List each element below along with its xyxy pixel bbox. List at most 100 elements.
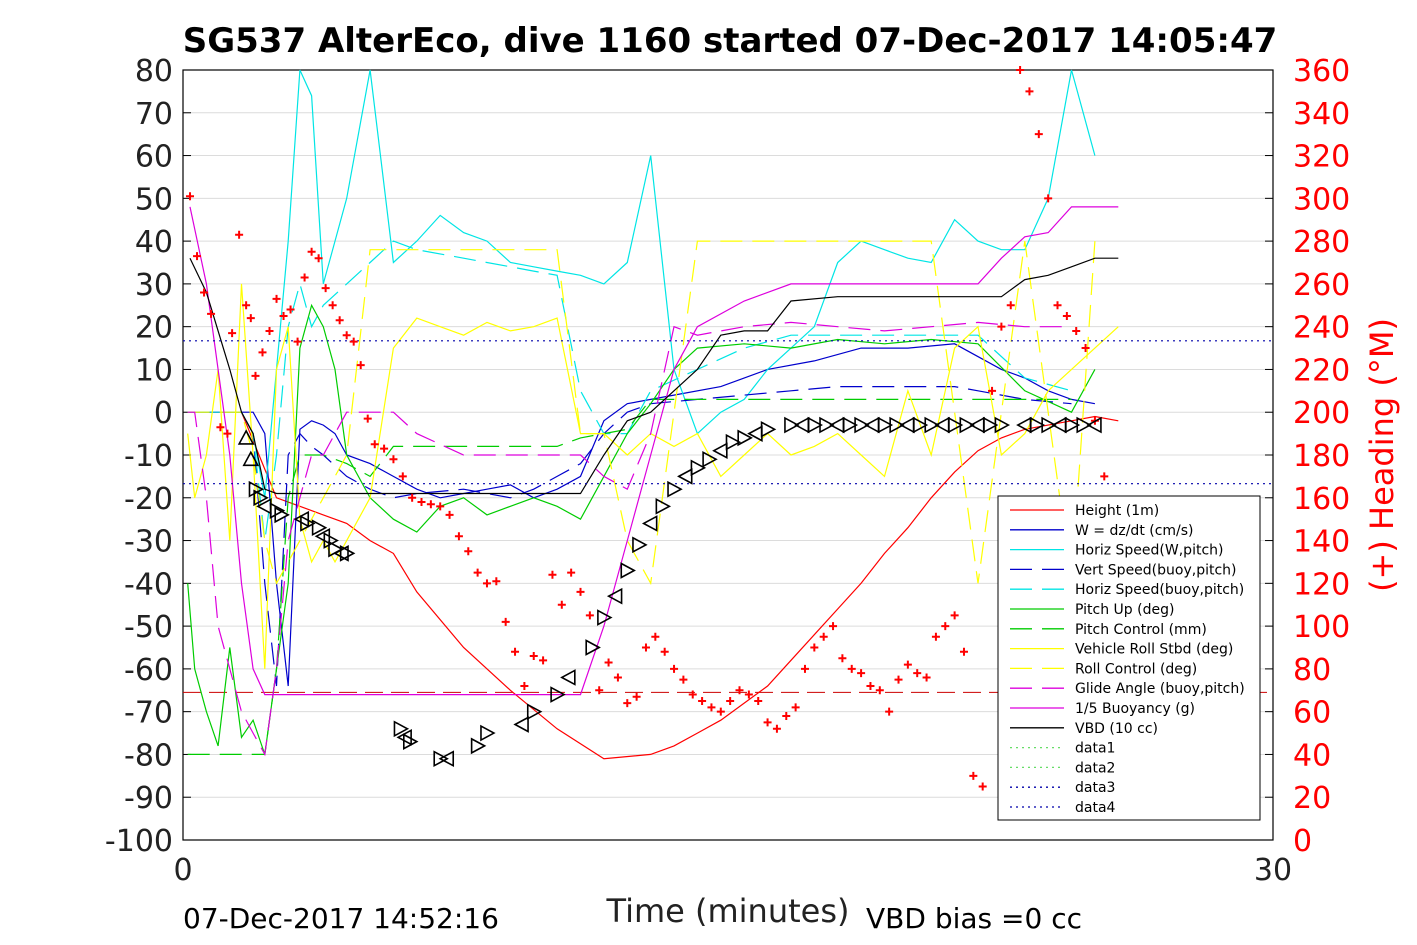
legend-label: data1 xyxy=(1075,741,1115,757)
legend-label: W = dz/dt (cm/s) xyxy=(1075,523,1194,539)
legend-label: data2 xyxy=(1075,760,1115,776)
y2-tick-label: 180 xyxy=(1293,439,1350,474)
triangle-marker xyxy=(641,515,658,532)
heading-point xyxy=(258,348,267,357)
triangle-marker xyxy=(550,686,566,703)
heading-point xyxy=(613,673,622,682)
triangle-marker xyxy=(807,416,824,434)
triangle-marker xyxy=(339,545,356,562)
heading-point xyxy=(246,314,255,323)
heading-point xyxy=(772,724,781,733)
triangle-marker xyxy=(784,416,800,434)
heading-point xyxy=(408,493,417,502)
heading-point xyxy=(363,414,372,423)
heading-point xyxy=(782,711,791,720)
triangle-marker xyxy=(560,669,576,686)
triangle-marker xyxy=(737,429,753,447)
heading-point xyxy=(265,326,274,335)
heading-point xyxy=(398,472,407,481)
triangle-marker xyxy=(712,442,728,460)
triangle-marker xyxy=(396,728,412,746)
heading-point xyxy=(988,386,997,395)
heading-point xyxy=(1034,130,1043,139)
y-tick-label: 40 xyxy=(135,225,173,260)
heading-point xyxy=(223,429,232,438)
triangle-marker xyxy=(947,416,964,434)
legend-label: Glide Angle (buoy,pitch) xyxy=(1075,681,1245,697)
legend-label: Height (1m) xyxy=(1075,503,1159,519)
triangle-marker xyxy=(842,416,859,434)
heading-point xyxy=(1072,326,1081,335)
triangle-marker xyxy=(433,750,449,768)
triangle-marker xyxy=(393,720,410,738)
triangle-marker xyxy=(597,609,613,626)
legend-label: data3 xyxy=(1075,780,1115,796)
heading-point xyxy=(436,502,445,511)
heading-point xyxy=(216,423,225,432)
y2-tick-label: 80 xyxy=(1293,653,1331,688)
heading-point xyxy=(1006,301,1015,310)
heading-point xyxy=(1044,194,1053,203)
heading-point xyxy=(492,577,501,586)
triangle-marker xyxy=(677,468,693,485)
heading-point xyxy=(688,690,697,699)
heading-point xyxy=(464,547,473,556)
y-tick-label: 50 xyxy=(135,182,173,217)
y-tick-label: -100 xyxy=(105,824,173,859)
heading-point xyxy=(829,622,838,631)
left-axis-ticks: 80 70 60 50 40 30 20 10 0 -10 -20 -30 -40 -50 -60 -70 -8… xyxy=(105,54,191,859)
triangle-marker xyxy=(300,515,316,532)
right-axis-label: (+) Heading (°M) xyxy=(1363,318,1401,592)
y-tick-label: -80 xyxy=(124,738,173,773)
triangle-marker xyxy=(606,587,623,605)
triangle-marker xyxy=(889,416,905,434)
series-line-7 xyxy=(187,398,1072,756)
y-tick-label: 60 xyxy=(135,140,173,175)
heading-point xyxy=(356,361,365,370)
heading-point xyxy=(576,587,585,596)
legend-label: Vehicle Roll Stbd (deg) xyxy=(1075,642,1233,658)
y2-tick-label: 340 xyxy=(1293,97,1350,132)
heading-point xyxy=(293,337,302,346)
legend: Height (1m) W = dz/dt (cm/s) Horiz Speed(W… xyxy=(997,495,1261,821)
legend-label: Horiz Speed(buoy,pitch) xyxy=(1075,582,1244,598)
heading-point xyxy=(520,682,529,690)
y2-tick-label: 360 xyxy=(1293,54,1350,89)
y-tick-label: 20 xyxy=(135,311,173,346)
heading-point xyxy=(186,192,195,201)
heading-point xyxy=(349,337,358,346)
heading-point xyxy=(454,532,463,541)
triangle-marker xyxy=(248,480,265,498)
heading-point xyxy=(501,617,510,626)
y2-tick-label: 300 xyxy=(1293,182,1350,217)
heading-point xyxy=(1025,87,1034,96)
heading-point xyxy=(426,500,435,509)
heading-point xyxy=(207,309,216,318)
chart-title: SG537 AlterEco, dive 1160 started 07-Dec… xyxy=(183,21,1278,61)
legend-label: Vert Speed(buoy,pitch) xyxy=(1075,562,1237,578)
legend-label: Pitch Up (deg) xyxy=(1075,602,1174,618)
heading-point xyxy=(1081,344,1090,353)
y2-tick-label: 220 xyxy=(1293,353,1350,388)
triangle-marker xyxy=(655,497,672,515)
heading-point xyxy=(875,686,884,695)
triangle-marker xyxy=(690,459,707,477)
triangle-marker xyxy=(877,416,894,434)
y2-tick-label: 120 xyxy=(1293,567,1350,602)
y2-tick-label: 0 xyxy=(1293,824,1312,859)
y2-tick-label: 240 xyxy=(1293,311,1350,346)
series-line-9 xyxy=(187,240,1096,586)
heading-point xyxy=(931,632,940,641)
heading-point xyxy=(529,652,538,661)
y-tick-label: -10 xyxy=(124,439,173,474)
y2-tick-label: 20 xyxy=(1293,781,1331,816)
heading-point xyxy=(272,294,281,303)
triangle-marker xyxy=(269,502,286,519)
triangle-marker xyxy=(854,416,870,434)
triangle-marker xyxy=(1086,416,1102,434)
heading-point xyxy=(969,771,978,780)
heading-point xyxy=(548,570,557,579)
y-tick-label: -70 xyxy=(124,696,173,731)
heading-point xyxy=(380,444,389,453)
